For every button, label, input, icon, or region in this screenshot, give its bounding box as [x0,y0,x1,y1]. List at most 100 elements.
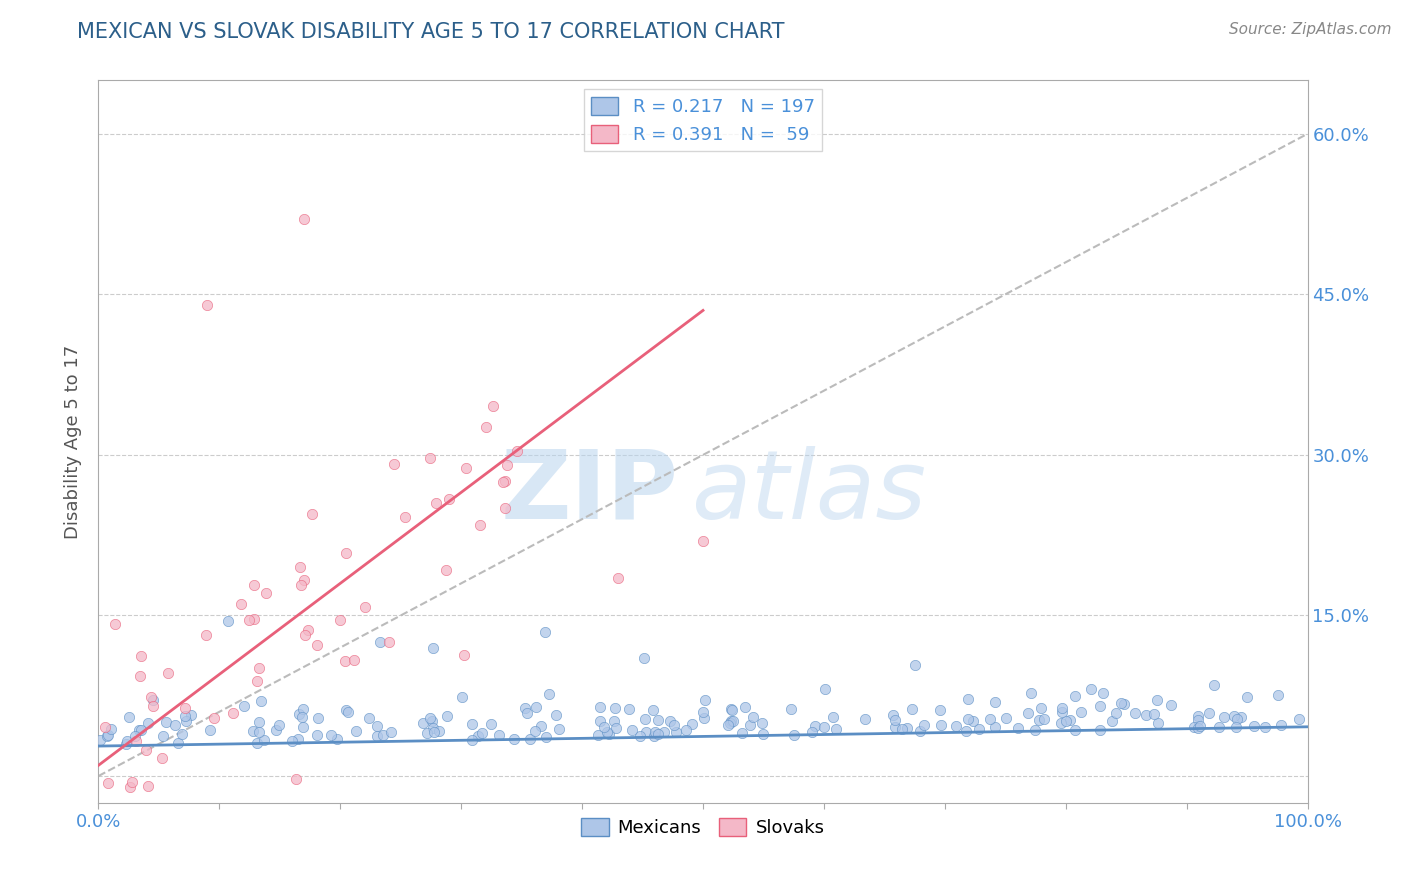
Point [662,718,685,732]
Point [1147,716,1170,731]
Point [1050,705,1073,719]
Point [1019,686,1042,700]
Point [598,727,620,741]
Point [1187,722,1209,736]
Point [115,737,138,751]
Point [246,735,269,749]
Point [628,729,651,743]
Point [461,717,484,731]
Point [249,714,271,729]
Point [156,665,179,680]
Point [1064,689,1087,703]
Point [242,578,264,592]
Point [633,651,655,665]
Point [167,736,190,750]
Point [1031,700,1053,714]
Point [290,577,312,591]
Point [652,724,675,739]
Point [903,658,925,673]
Point [804,719,827,733]
Point [456,461,478,475]
Point [366,718,388,732]
Point [202,711,225,725]
Point [945,719,967,733]
Point [174,714,197,729]
Point [929,718,952,732]
Y-axis label: Disability Age 5 to 17: Disability Age 5 to 17 [65,344,83,539]
Point [1146,693,1168,707]
Point [731,726,754,740]
Point [1024,723,1046,737]
Point [983,695,1005,709]
Point [813,682,835,697]
Point [89,732,111,747]
Point [118,780,141,794]
Point [695,693,717,707]
Point [1007,721,1029,735]
Point [1267,688,1289,702]
Point [380,724,402,739]
Point [519,731,541,746]
Point [479,717,502,731]
Point [195,298,218,312]
Point [129,648,152,663]
Point [891,722,914,736]
Point [742,710,765,724]
Point [335,703,357,717]
Point [97,727,120,741]
Point [502,732,524,747]
Point [593,720,616,734]
Point [607,571,630,585]
Point [100,722,122,736]
Point [734,700,756,714]
Point [1226,712,1249,726]
Point [984,720,1007,734]
Point [284,772,307,787]
Point [117,710,139,724]
Point [198,723,221,738]
Point [141,693,163,707]
Point [782,728,804,742]
Point [371,728,394,742]
Point [979,712,1001,726]
Point [855,712,877,726]
Point [634,725,657,739]
Point [692,705,714,719]
Point [242,723,264,738]
Point [173,709,195,723]
Point [1050,701,1073,715]
Point [1225,720,1247,734]
Point [957,712,980,726]
Point [246,674,269,689]
Text: Source: ZipAtlas.com: Source: ZipAtlas.com [1229,22,1392,37]
Point [250,694,273,708]
Point [621,723,644,738]
Point [180,707,202,722]
Point [548,723,571,737]
Point [1101,714,1123,728]
Point [738,717,761,731]
Text: ZIP: ZIP [501,446,679,539]
Point [233,699,256,714]
Point [434,563,457,577]
Point [1187,708,1209,723]
Point [125,733,148,747]
Point [647,727,669,741]
Point [150,751,173,765]
Point [967,723,990,737]
Point [221,706,243,721]
Point [471,726,494,740]
Point [419,711,441,725]
Point [912,718,935,732]
Point [416,726,439,740]
Point [450,690,472,704]
Point [301,507,323,521]
Point [281,733,304,747]
Point [603,701,626,715]
Point [378,635,401,649]
Point [173,701,195,715]
Point [720,702,742,716]
Point [287,707,309,722]
Point [305,728,328,742]
Point [287,732,309,747]
